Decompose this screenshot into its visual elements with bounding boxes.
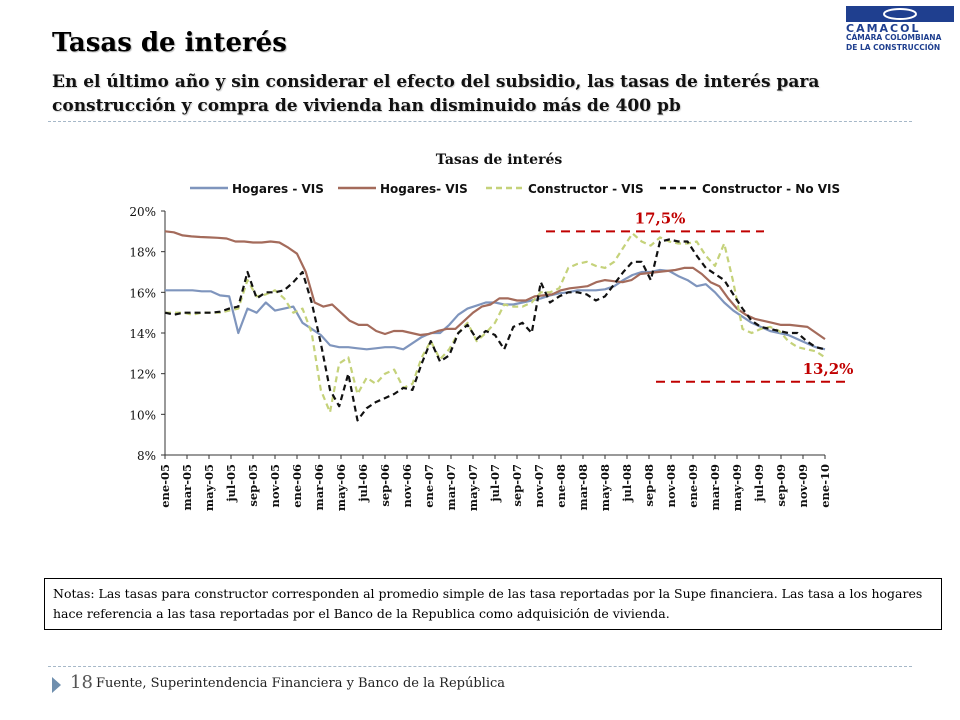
series-line-4 [164,238,826,422]
footer-divider [48,666,912,667]
logo-wordmark: CAMACOL [846,22,921,35]
y-tick-label: 10% [129,408,156,422]
annotation-label: 13,2% [803,360,854,378]
x-tick-label: jul-07 [488,464,502,503]
logo-emblem-icon [883,8,917,20]
interest-rate-chart: Tasas de interés 8% 10% 12% 14% 16% 18% 20% ene-… [129,152,854,511]
page-number: 18 [70,672,93,693]
x-tick-label: sep-06 [378,464,392,507]
x-tick-label: mar-05 [180,464,194,510]
slide-title: Tasas de interés [52,28,287,58]
x-tick-label: sep-09 [774,464,788,507]
y-tick-label: 12% [129,368,156,382]
x-tick-label: sep-08 [642,464,656,507]
notes-box: Notas: Las tasas para constructor corres… [44,578,942,630]
y-tick-label: 16% [129,286,156,300]
x-tick-label: jul-09 [752,464,766,503]
logo-line-2: DE LA CONSTRUCCIÓN [846,43,941,52]
x-tick-label: ene-10 [818,464,832,508]
x-tick-label: nov-06 [400,464,414,508]
logo-line-1: CÁMARA COLOMBIANA [846,33,942,42]
y-tick-label: 20% [129,205,156,219]
header-divider [48,121,912,122]
x-tick-label: nov-09 [796,464,810,508]
x-tick-label: nov-05 [268,464,282,508]
source-text: Fuente, Superintendencia Financiera y Ba… [96,676,506,691]
legend-label: Constructor - VIS [528,182,644,196]
y-tick-label: 18% [129,246,156,260]
chart-title: Tasas de interés [436,152,563,168]
x-tick-label: may-09 [730,464,744,511]
x-tick-label: mar-09 [708,464,722,510]
x-tick-label: jul-05 [224,464,238,503]
x-tick-label: may-07 [466,464,480,511]
slide-subtitle: En el último año y sin considerar el efe… [52,72,820,116]
x-tick-label: ene-05 [158,464,172,508]
x-tick-label: may-06 [334,464,348,511]
x-tick-label: sep-05 [246,464,260,507]
x-tick-label: ene-07 [422,464,436,508]
logo-banner [846,6,954,22]
x-tick-label: nov-08 [664,464,678,508]
series-line-2 [164,230,826,341]
x-tick-label: mar-08 [576,464,590,510]
x-tick-label: may-05 [202,464,216,511]
series-line-3 [165,232,826,414]
y-tick-label: 14% [129,327,156,341]
legend-label: Hogares - VIS [232,182,324,196]
annotation-label: 17,5% [635,209,686,227]
camacol-logo: CAMACOL CÁMARA COLOMBIANA DE LA CONSTRUC… [846,6,958,58]
footer-arrow-icon [52,677,61,693]
x-tick-label: mar-07 [444,464,458,510]
x-tick-label: may-08 [598,464,612,511]
x-tick-label: ene-09 [686,464,700,508]
x-tick-label: ene-06 [290,464,304,508]
legend-label: Constructor - No VIS [702,182,840,196]
x-tick-label: mar-06 [312,464,326,510]
legend-label: Hogares- VIS [380,182,468,196]
x-tick-label: jul-06 [356,464,370,503]
x-tick-label: ene-08 [554,464,568,508]
x-tick-label: nov-07 [532,464,546,508]
x-tick-label: sep-07 [510,464,524,507]
x-tick-label: jul-08 [620,464,634,503]
y-tick-label: 8% [137,449,156,463]
